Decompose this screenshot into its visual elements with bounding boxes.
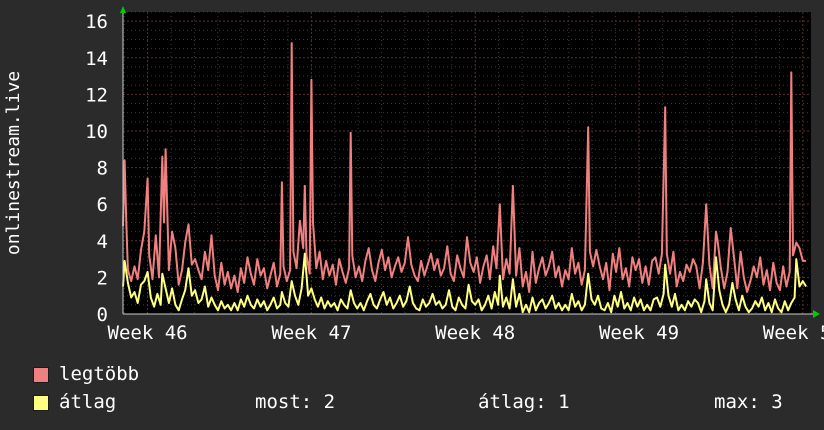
series-layer <box>122 42 807 314</box>
y-tick-label: 12 <box>85 84 108 106</box>
grid-lines <box>123 11 811 314</box>
plot-area <box>123 12 811 314</box>
y-axis-title: onlinestream.live <box>3 71 24 255</box>
axes <box>120 6 820 318</box>
y-tick-labels: 0 2 4 6 8 10 12 14 16 <box>85 11 108 326</box>
x-tick-label: Week 48 <box>435 322 515 344</box>
x-tick-label: Week 49 <box>599 322 679 344</box>
y-axis-arrow-icon <box>120 6 126 13</box>
x-tick-label: Week 46 <box>108 322 188 344</box>
x-tick-label: Week 47 <box>271 322 351 344</box>
legend-swatch-avg <box>33 395 49 411</box>
y-tick-label: 4 <box>97 231 108 253</box>
series-line-max <box>122 42 807 293</box>
x-tick-labels: Week 46 Week 47 Week 48 Week 49 Week 50 <box>108 322 824 344</box>
stat-average: átlag: 1 <box>478 391 570 413</box>
stat-max: max: 3 <box>714 391 783 413</box>
legend-label-avg: átlag <box>59 391 117 413</box>
y-tick-label: 8 <box>97 158 108 180</box>
y-tick-label: 6 <box>97 194 108 216</box>
y-tick-label: 10 <box>85 121 108 143</box>
stat-now: most: 2 <box>255 391 336 413</box>
y-tick-label: 16 <box>85 11 108 33</box>
x-axis-arrow-icon <box>813 310 820 318</box>
y-tick-label: 14 <box>85 48 108 70</box>
legend-swatch-max <box>33 367 49 383</box>
series-line-average <box>122 252 807 314</box>
y-tick-label: 2 <box>97 267 108 289</box>
y-tick-label: 0 <box>97 304 108 326</box>
legend-label-max: legtöbb <box>59 363 140 385</box>
x-tick-label: Week 50 <box>763 322 824 344</box>
